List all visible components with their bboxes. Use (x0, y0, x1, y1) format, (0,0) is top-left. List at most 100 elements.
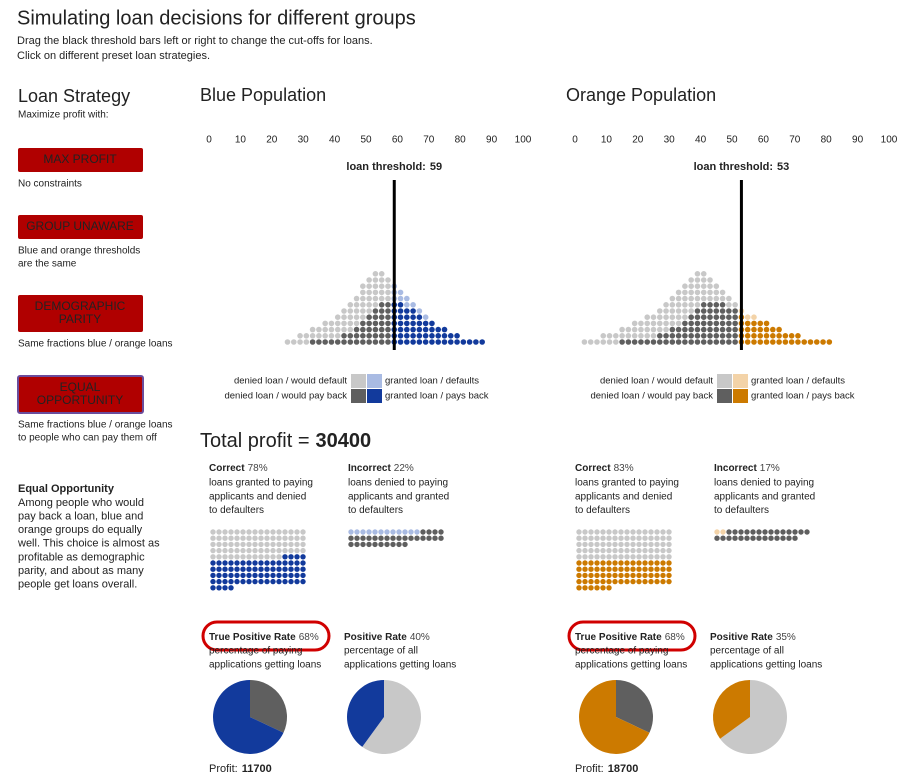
waffle-dot (582, 541, 588, 548)
applicant-dot (429, 326, 435, 333)
waffle-dot (588, 585, 594, 591)
applicant-dot (707, 326, 713, 333)
applicant-dot (341, 326, 347, 333)
applicant-dot (466, 339, 473, 345)
applicant-dot (751, 314, 757, 321)
strategy-button[interactable] (18, 148, 143, 172)
waffle-dot (234, 572, 240, 579)
waffle-dot (246, 572, 252, 579)
waffle-dot (660, 554, 666, 560)
applicant-dot (366, 302, 372, 308)
applicant-dot (360, 302, 366, 308)
applicant-dot (360, 308, 366, 314)
waffle-dot (210, 541, 216, 548)
stat-description: loans granted to paying (209, 478, 313, 489)
applicant-dot (694, 326, 701, 333)
applicant-dot (700, 289, 707, 296)
legend-label: denied loan / would pay back (224, 391, 347, 402)
applicant-dot (669, 339, 676, 345)
applicant-dot (341, 308, 347, 314)
waffle-dot (252, 566, 258, 572)
strategy-description: are the same (18, 259, 77, 270)
applicant-dot (422, 339, 429, 345)
applicant-dot (378, 289, 385, 296)
waffle-dot (258, 541, 264, 548)
waffle-dot (276, 560, 282, 566)
applicant-dot (650, 333, 657, 339)
applicant-dot (473, 339, 479, 345)
applicant-dot (713, 339, 720, 345)
waffle-dot (600, 566, 606, 572)
applicant-dot (744, 339, 751, 345)
waffle-dot (270, 566, 276, 572)
waffle-dot (612, 554, 618, 560)
waffle-dot (666, 535, 672, 541)
waffle-dot (282, 547, 288, 554)
applicant-dot (347, 308, 354, 314)
waffle-dot (426, 529, 432, 535)
applicant-dot (347, 326, 354, 333)
applicant-dot (707, 314, 713, 321)
waffle-dot (300, 560, 306, 566)
waffle-dot (600, 572, 606, 579)
waffle-dot (228, 566, 234, 572)
stat-description: applications getting loans (575, 659, 687, 670)
waffle-dot (276, 547, 282, 554)
applicant-dot (447, 339, 454, 345)
waffle-dot (228, 529, 234, 535)
waffle-dot (606, 529, 612, 535)
applicant-dot (694, 339, 701, 345)
applicant-dot (700, 302, 707, 308)
waffle-dot (600, 535, 606, 541)
strategy-description: to people who can pay them off (18, 433, 157, 444)
waffle-dot (258, 572, 264, 579)
applicant-dot (360, 295, 366, 302)
applicant-dot (682, 314, 688, 321)
applicant-dot (707, 320, 713, 327)
waffle-dot (738, 535, 744, 541)
total-profit: Total profit = 30400 (200, 430, 371, 452)
applicant-dot (378, 339, 385, 345)
applicant-dot (757, 333, 764, 339)
waffle-dot (750, 535, 756, 541)
waffle-dot (216, 547, 222, 554)
applicant-dot (625, 339, 632, 345)
stat-description: applicants and granted (714, 491, 815, 502)
waffle-dot (240, 578, 246, 585)
stat-description: to defaulters (209, 505, 264, 516)
applicant-dot (650, 320, 657, 327)
waffle-dot (210, 585, 216, 591)
profit: Profit: 11700 (209, 763, 272, 775)
applicant-dot (385, 277, 391, 283)
applicant-dot (404, 333, 410, 339)
waffle-dot (294, 547, 300, 554)
applicant-dot (378, 326, 385, 333)
waffle-dot (366, 535, 372, 541)
applicant-dot (700, 308, 707, 314)
waffle-dot (234, 578, 240, 585)
waffle-dot (258, 578, 264, 585)
waffle-dot (732, 529, 738, 535)
applicant-dot (770, 333, 776, 339)
applicant-dot (713, 326, 720, 333)
waffle-dot (582, 554, 588, 560)
waffle-dot (588, 560, 594, 566)
applicant-dot (732, 339, 738, 345)
waffle-dot (246, 547, 252, 554)
applicant-dot (694, 283, 701, 290)
applicant-dot (360, 339, 366, 345)
waffle-dot (258, 566, 264, 572)
waffle-dot (216, 572, 222, 579)
axis-tick-label: 100 (515, 135, 532, 146)
applicant-dot (309, 326, 316, 333)
applicant-dot (341, 320, 347, 327)
waffle-dot (288, 541, 294, 548)
strategy-button[interactable] (18, 295, 143, 332)
strategy-button[interactable] (17, 375, 144, 414)
waffle-dot (420, 535, 426, 541)
applicant-dot (688, 326, 694, 333)
applicant-dot (372, 289, 379, 296)
applicant-dot (713, 295, 720, 302)
strategy-button[interactable] (18, 215, 143, 239)
waffle-dot (630, 529, 636, 535)
